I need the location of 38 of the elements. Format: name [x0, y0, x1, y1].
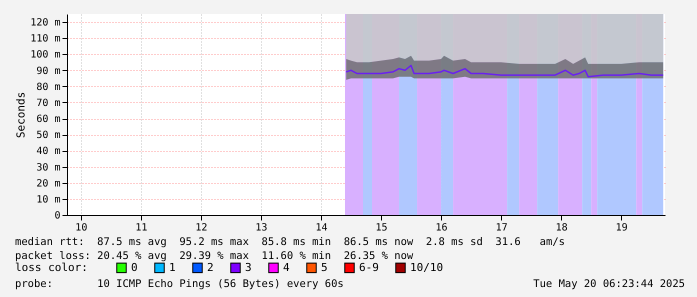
x-tick-label: 18 [556, 222, 568, 234]
x-tick-label: 10 [75, 222, 88, 234]
legend-title: loss color: [15, 261, 88, 274]
y-tick-label: 50 m [36, 130, 60, 142]
legend-label: 5 [321, 260, 328, 274]
x-tick-label: 16 [436, 222, 448, 234]
text: Tue May 20 06:23:44 2025 [533, 278, 685, 290]
y-tick-label: 80 m [36, 82, 60, 93]
y-tick-label: 120 m [30, 18, 60, 29]
x-tick-label: 15 [375, 222, 388, 234]
y-axis-title: Seconds [14, 92, 28, 138]
line-series [345, 64, 664, 78]
y-tick-label: 110 m [30, 34, 60, 45]
legend-label: 10/10 [410, 260, 444, 274]
legend-label: 2 [207, 260, 214, 274]
x-tick-label: 12 [195, 222, 208, 234]
y-tick-label: 10 m [36, 194, 60, 206]
legend-label: 0 [131, 260, 138, 274]
x-tick-label: 14 [315, 222, 328, 234]
x-tick-label: 11 [135, 222, 148, 234]
y-tick-label: 90 m [36, 66, 60, 77]
text: packet loss: 20.45 % avg 29.39 % max 11.60 % min 26.35 % now [15, 250, 414, 262]
text: probe: 10 ICMP Echo Pings (56 Bytes) every 60s [15, 278, 344, 290]
y-tick-label: 60 m [36, 114, 60, 126]
y-tick-label: 40 m [36, 146, 60, 158]
legend-label: 3 [245, 260, 252, 274]
y-tick-label: 30 m [36, 162, 60, 174]
x-tick-label: 13 [255, 222, 268, 234]
y-tick-label: 0 [54, 210, 60, 222]
legend-label: 4 [283, 260, 290, 274]
x-tick-label: 17 [496, 222, 508, 234]
legend-label: 6-9 [359, 260, 379, 274]
y-tick-label: 20 m [36, 178, 60, 190]
x-tick-label: 19 [616, 222, 628, 234]
y-tick-label: 70 m [36, 98, 60, 109]
legend-label: 1 [169, 260, 176, 274]
y-tick-label: 100 m [30, 50, 60, 61]
text: median rtt: 87.5 ms avg 95.2 ms max 85.8 ms min 86.5 ms now 2.8 ms sd 31.6 am/s [15, 236, 565, 248]
